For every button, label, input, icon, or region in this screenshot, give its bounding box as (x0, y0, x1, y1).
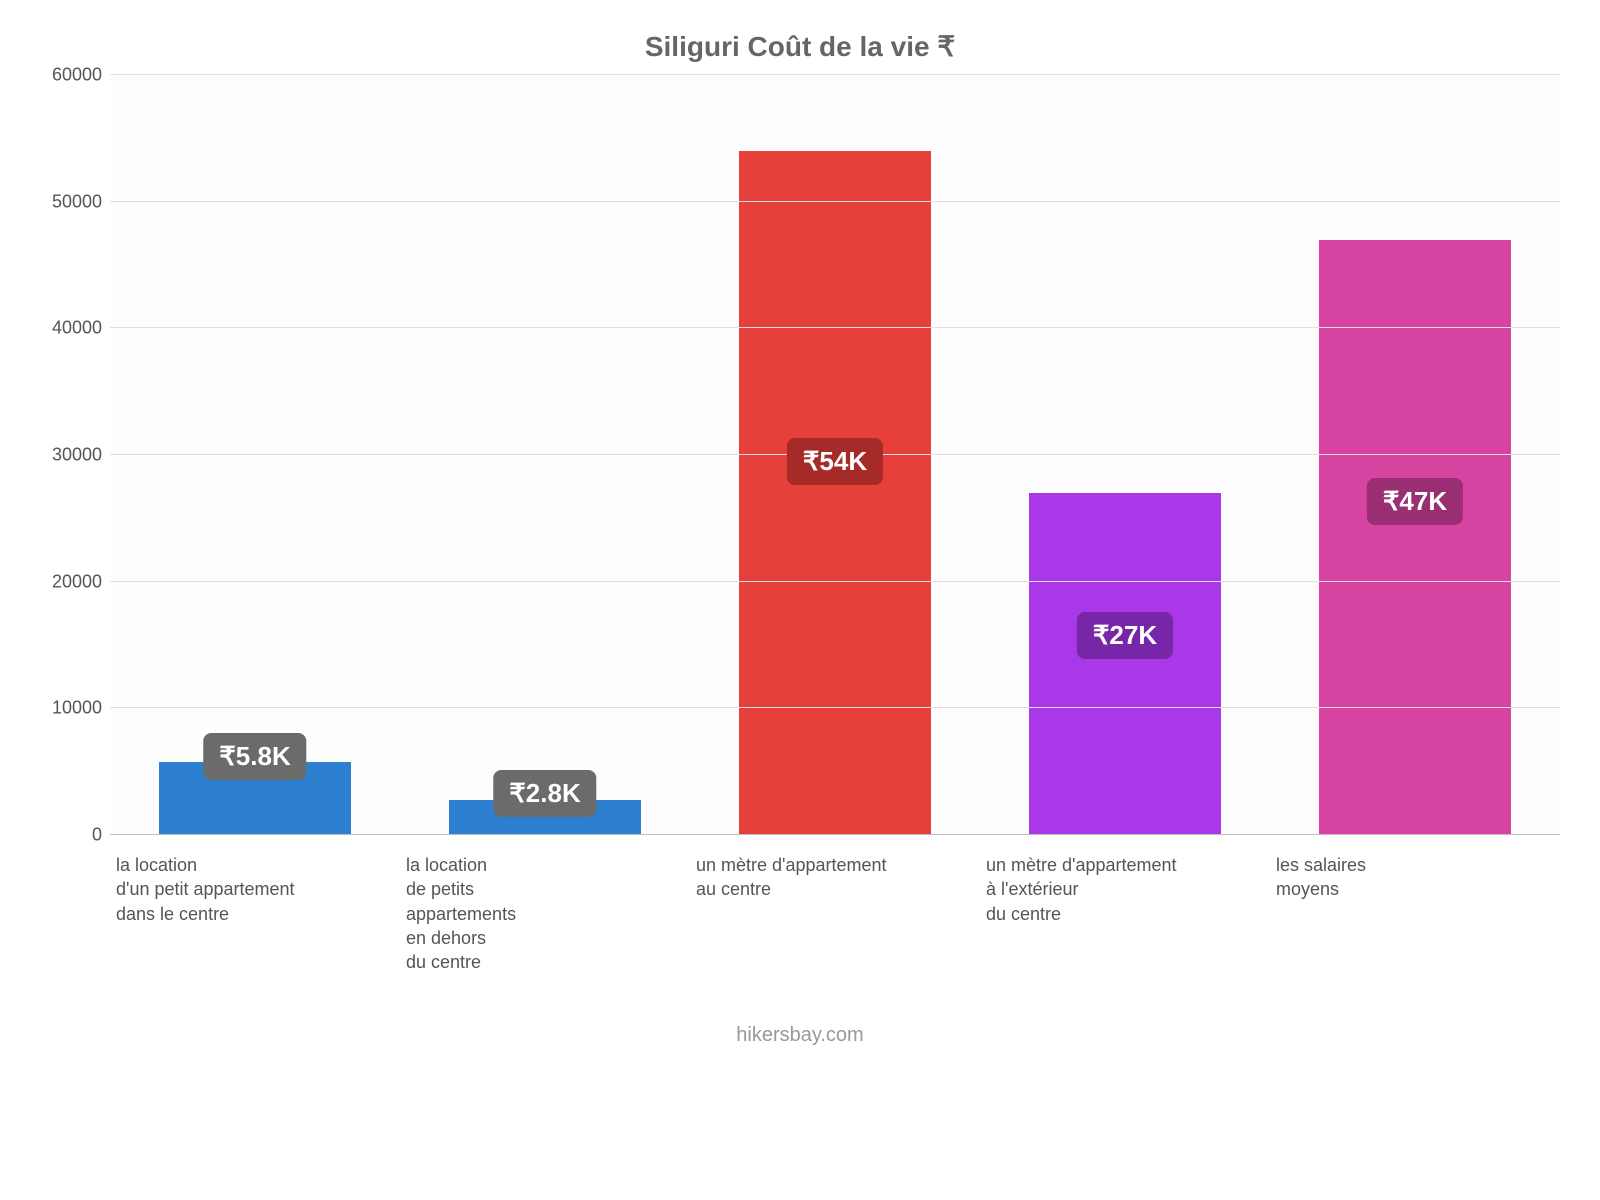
x-label: les salairesmoyens (1270, 835, 1560, 974)
baseline (110, 834, 1560, 835)
chart-container: Siliguri Coût de la vie ₹ 0 10000 20000 300… (0, 0, 1600, 1200)
gridline (110, 707, 1560, 708)
x-label: la locationde petitsappartementsen dehor… (400, 835, 690, 974)
value-badge: ₹54K (787, 438, 883, 485)
bar-slot: ₹47K (1270, 75, 1560, 835)
chart-title: Siliguri Coût de la vie ₹ (40, 30, 1560, 63)
y-tick-label: 20000 (52, 571, 102, 592)
bar-slot: ₹54K (690, 75, 980, 835)
y-tick-label: 60000 (52, 65, 102, 86)
bars-layer: ₹5.8K ₹2.8K ₹54K ₹27K ₹47K (110, 75, 1560, 835)
bar-slot: ₹27K (980, 75, 1270, 835)
plot-area: ₹5.8K ₹2.8K ₹54K ₹27K ₹47K (110, 75, 1560, 835)
gridline (110, 581, 1560, 582)
bar (1029, 493, 1220, 835)
x-label: un mètre d'appartementau centre (690, 835, 980, 974)
y-axis: 0100002000030000400005000060000 (40, 75, 110, 835)
value-badge: ₹47K (1367, 478, 1463, 525)
value-badge: ₹27K (1077, 612, 1173, 659)
y-tick-label: 30000 (52, 445, 102, 466)
value-badge: ₹2.8K (493, 770, 596, 817)
x-axis: la locationd'un petit appartementdans le… (110, 835, 1560, 974)
y-tick-label: 50000 (52, 191, 102, 212)
bar (739, 151, 930, 835)
gridline (110, 201, 1560, 202)
gridline (110, 327, 1560, 328)
plot-row: 0100002000030000400005000060000 ₹5.8K₹2.… (40, 75, 1560, 835)
gridline (110, 74, 1560, 75)
credit-text: hikersbay.com (40, 1024, 1560, 1047)
bar-slot: ₹5.8K (110, 75, 400, 835)
bar (1319, 240, 1510, 835)
y-tick-label: 0 (92, 825, 102, 846)
bar-slot: ₹2.8K (400, 75, 690, 835)
x-label: la locationd'un petit appartementdans le… (110, 835, 400, 974)
value-badge: ₹5.8K (203, 733, 306, 780)
x-label: un mètre d'appartementà l'extérieurdu ce… (980, 835, 1270, 974)
y-tick-label: 40000 (52, 318, 102, 339)
y-tick-label: 10000 (52, 698, 102, 719)
